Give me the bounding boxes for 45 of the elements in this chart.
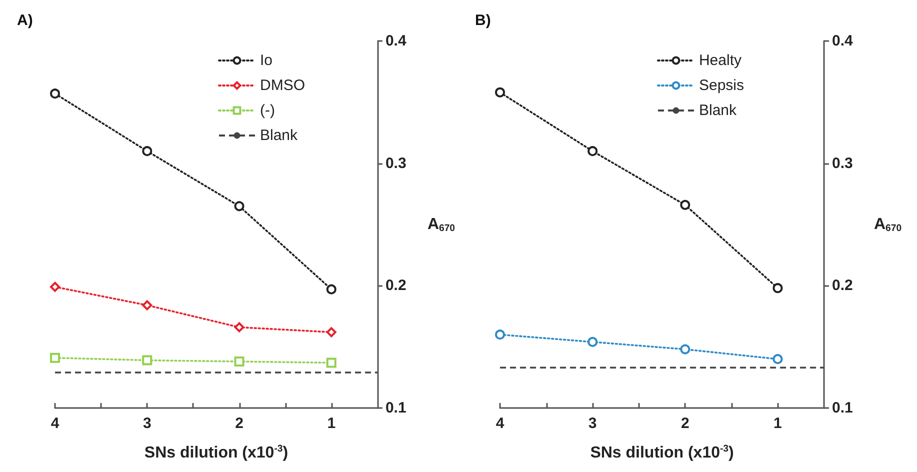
chart-title: B) [475,12,491,29]
x-tick-label: 3 [588,415,597,432]
y-tick-label: 0.4 [385,32,407,50]
point [326,358,336,368]
point [50,282,60,292]
x-tick-label: 1 [774,415,782,432]
y-tick-label: 0.3 [385,154,406,172]
x-tick-label: 4 [496,415,505,432]
point [234,356,244,367]
point [326,284,336,294]
legend-label: Blank [260,127,298,144]
legend-label: Sepsis [698,77,744,94]
point [680,344,690,354]
legend-label: Healty [698,52,742,69]
point [50,88,60,99]
point [142,300,152,310]
legend-label: (-) [260,102,275,119]
x-tick-label: 2 [235,415,244,432]
point [495,87,505,98]
y-tick-label: 0.1 [385,400,406,416]
x-tick-label: 4 [50,415,60,432]
legend-label: DMSO [260,77,305,94]
y-tick-label: 0.4 [832,32,854,50]
legend-label: Io [260,52,273,69]
point [50,352,60,363]
y-tick-label: 0.2 [385,277,406,294]
point [495,330,505,340]
point [234,201,244,212]
point [142,355,152,366]
point [326,327,336,338]
x-tick-label: 1 [327,415,336,432]
point [142,146,152,156]
point [772,283,783,294]
point [680,200,690,210]
y-tick-label: 0.2 [832,277,853,294]
point [588,336,598,347]
chart-title: A) [17,12,33,29]
point [772,354,783,364]
y-tick-label: 0.3 [832,154,853,172]
point [234,322,244,332]
legend-label: Blank [698,102,737,119]
x-tick-label: 2 [680,415,690,432]
x-tick-label: 3 [142,415,152,432]
point [588,146,598,156]
y-tick-label: 0.1 [832,400,853,416]
